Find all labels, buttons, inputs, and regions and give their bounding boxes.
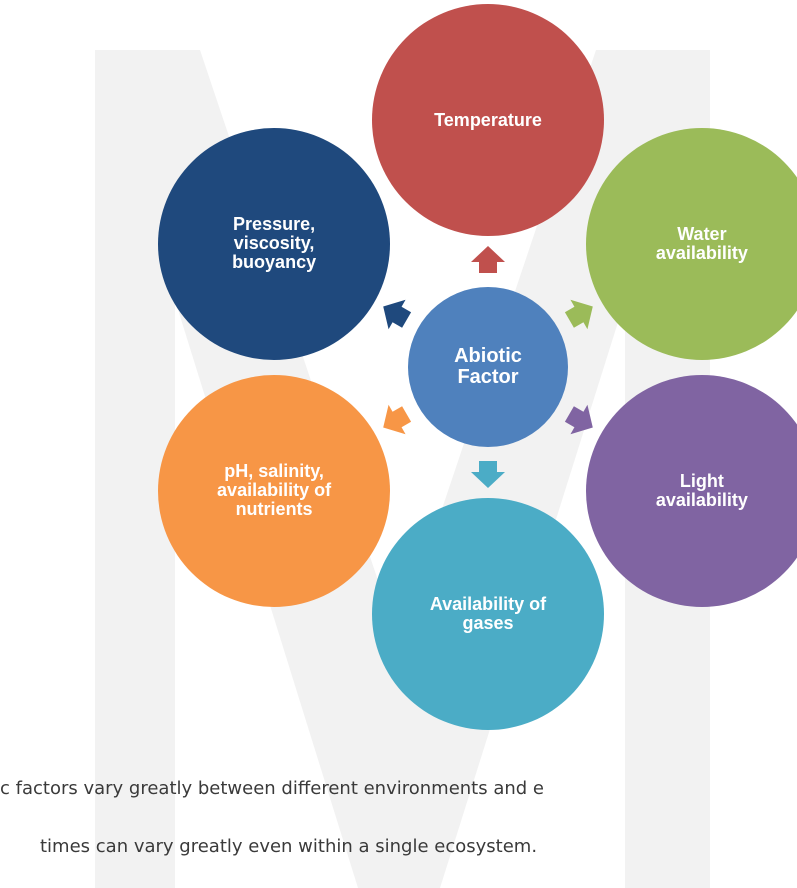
factor-circle-pressure-viscosity-buoyancy: Pressure, viscosity, buoyancy (158, 127, 391, 360)
arrow-to-water (564, 299, 593, 330)
arrow-to-temperature (471, 246, 505, 273)
factor-circle-light-availability: Light availability (585, 374, 797, 607)
abiotic-factor-diagram: Abiotic Factor Temperature Water availab… (158, 4, 797, 730)
factor-circle-water-availability: Water availability (585, 127, 797, 360)
factor-circle-availability-of-gases: Availability of gases (372, 498, 604, 730)
paragraph-line-2: times can vary greatly even within a sin… (40, 836, 538, 857)
center-circle-abiotic-factor: Abiotic Factor (408, 287, 568, 447)
arrow-to-gases (471, 461, 505, 488)
arrow-to-ph (383, 404, 412, 435)
paragraph-line-1: c factors vary greatly between different… (0, 778, 544, 799)
factor-circle-ph-salinity-nutrients: pH, salinity, availability of nutrients (158, 374, 391, 607)
arrows-layer (383, 246, 593, 488)
factor-circle-temperature: Temperature (372, 4, 604, 236)
arrow-to-pressure (383, 299, 412, 330)
arrow-to-light (564, 404, 593, 435)
